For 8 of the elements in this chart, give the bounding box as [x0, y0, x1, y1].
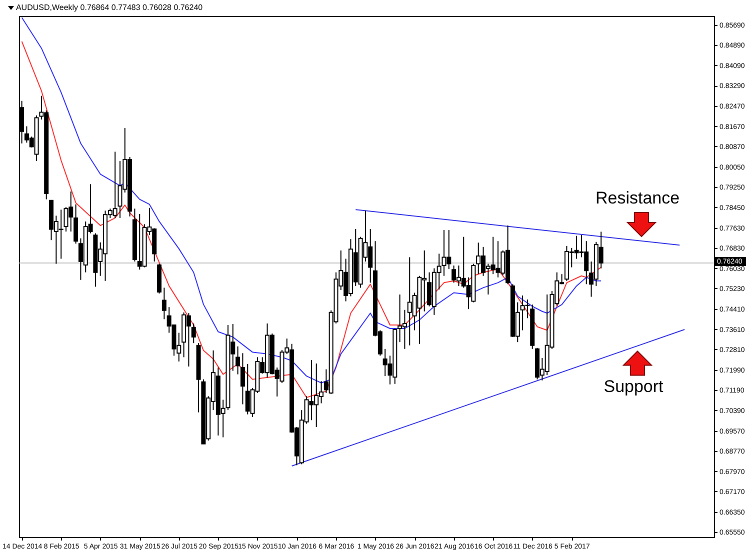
annotation: Resistance	[595, 188, 680, 208]
candlestick	[191, 322, 196, 344]
candlestick	[240, 352, 245, 405]
chart-title: AUDUSD,Weekly 0.76864 0.77483 0.76028 0.76240	[16, 3, 204, 12]
candlestick	[236, 346, 240, 375]
annotation: Support	[604, 377, 664, 396]
candlestick	[162, 287, 166, 320]
candlestick	[74, 204, 78, 244]
